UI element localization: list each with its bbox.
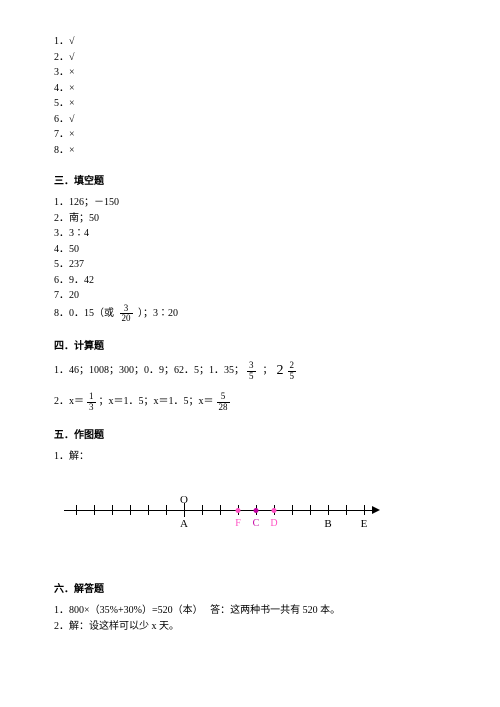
sec4-l2: 2．x＝ 1 3 ；x＝1．5；x＝1．5；x＝ 5 28: [54, 392, 446, 412]
number-line-diagram: OA B E F CD: [64, 472, 384, 552]
sec3-item: 5．237: [54, 257, 446, 273]
sec5-title: 五．作图题: [54, 426, 446, 441]
arrow-head-icon: [372, 506, 380, 514]
sec4-l1: 1．46；1008；300；0．9；62．5；1．35； 3 5 ； 2 2 5: [54, 360, 446, 382]
tick-mark: [76, 505, 77, 515]
mixed-2-2-5: 2 2 5: [277, 360, 300, 382]
mixed-frac: 2 5: [288, 361, 297, 381]
sec3-item: 1．126；－150: [54, 195, 446, 211]
sec2-item: 8．×: [54, 143, 446, 159]
label-O: O: [180, 494, 188, 506]
sec3-item: 7．20: [54, 288, 446, 304]
sec2-item: 2．√: [54, 50, 446, 66]
sec6-l1: 1．800×（35%+30%）=520（本） 答：这两种书一共有 520 本。: [54, 603, 446, 619]
tick-mark: [364, 505, 365, 515]
sec2-item: 4．×: [54, 81, 446, 97]
point-F: [236, 508, 241, 513]
sec3-item: 3．3∶4: [54, 226, 446, 242]
frac-3-5: 3 5: [247, 361, 256, 381]
frac-5-28: 5 28: [217, 392, 230, 412]
frac-den: 5: [288, 372, 297, 381]
sec5-l1: 1．解：: [54, 449, 446, 465]
frac-den: 28: [217, 403, 230, 412]
point-label-F: F: [235, 518, 241, 529]
tick-mark: [202, 505, 203, 515]
frac-den: 20: [120, 314, 133, 323]
sec2-item: 7．×: [54, 127, 446, 143]
tick-mark: [346, 505, 347, 515]
sec4-l2b: ；x＝1．5；x＝1．5；x＝: [99, 394, 214, 410]
tick-mark: [148, 505, 149, 515]
frac-num: 5: [217, 392, 230, 402]
frac-den: 5: [247, 372, 256, 381]
label-B: B: [324, 518, 331, 530]
tick-mark: [130, 505, 131, 515]
point-label-D: D: [270, 518, 277, 529]
sec3-item8: 8．0．15（或 3 20 ）；3∶20: [54, 304, 446, 324]
point-D: [272, 508, 277, 513]
sec2-item: 5．×: [54, 96, 446, 112]
tick-mark: [328, 505, 329, 515]
frac-3-20: 3 20: [120, 304, 133, 324]
sec4-title: 四．计算题: [54, 337, 446, 352]
sec3-item: 6．9．42: [54, 273, 446, 289]
sec3-list: 1．126；－1502．南；503．3∶44．505．2376．9．427．20: [54, 195, 446, 304]
sec3-title: 三．填空题: [54, 172, 446, 187]
sec6-l2: 2．解：设这样可以少 x 天。: [54, 619, 446, 635]
tick-mark: [112, 505, 113, 515]
label-A: A: [180, 518, 188, 530]
label-E: E: [361, 518, 368, 530]
sec2-list: 1．√2．√3．×4．×5．×6．√7．×8．×: [54, 34, 446, 158]
tick-mark: [94, 505, 95, 515]
sec3-8a: 8．0．15（或: [54, 308, 114, 319]
tick-mark: [220, 505, 221, 515]
sec2-item: 1．√: [54, 34, 446, 50]
point-C: [254, 508, 259, 513]
mixed-whole: 2: [277, 360, 284, 382]
sec3-item: 2．南；50: [54, 211, 446, 227]
sep: ；: [263, 363, 273, 379]
tick-mark: [310, 505, 311, 515]
tick-mark: [292, 505, 293, 515]
sec2-item: 3．×: [54, 65, 446, 81]
sec4-l2a: 2．x＝: [54, 394, 84, 410]
sec4-l1a: 1．46；1008；300；0．9；62．5；1．35；: [54, 363, 244, 379]
point-label-C: C: [253, 518, 260, 529]
frac-den: 3: [87, 403, 96, 412]
sec3-item: 4．50: [54, 242, 446, 258]
sec3-8b: ）；3∶20: [138, 308, 178, 319]
sec6-title: 六．解答题: [54, 580, 446, 595]
tick-mark: [166, 505, 167, 515]
sec2-item: 6．√: [54, 112, 446, 128]
frac-1-3: 1 3: [87, 392, 96, 412]
frac-num: 1: [87, 392, 96, 402]
